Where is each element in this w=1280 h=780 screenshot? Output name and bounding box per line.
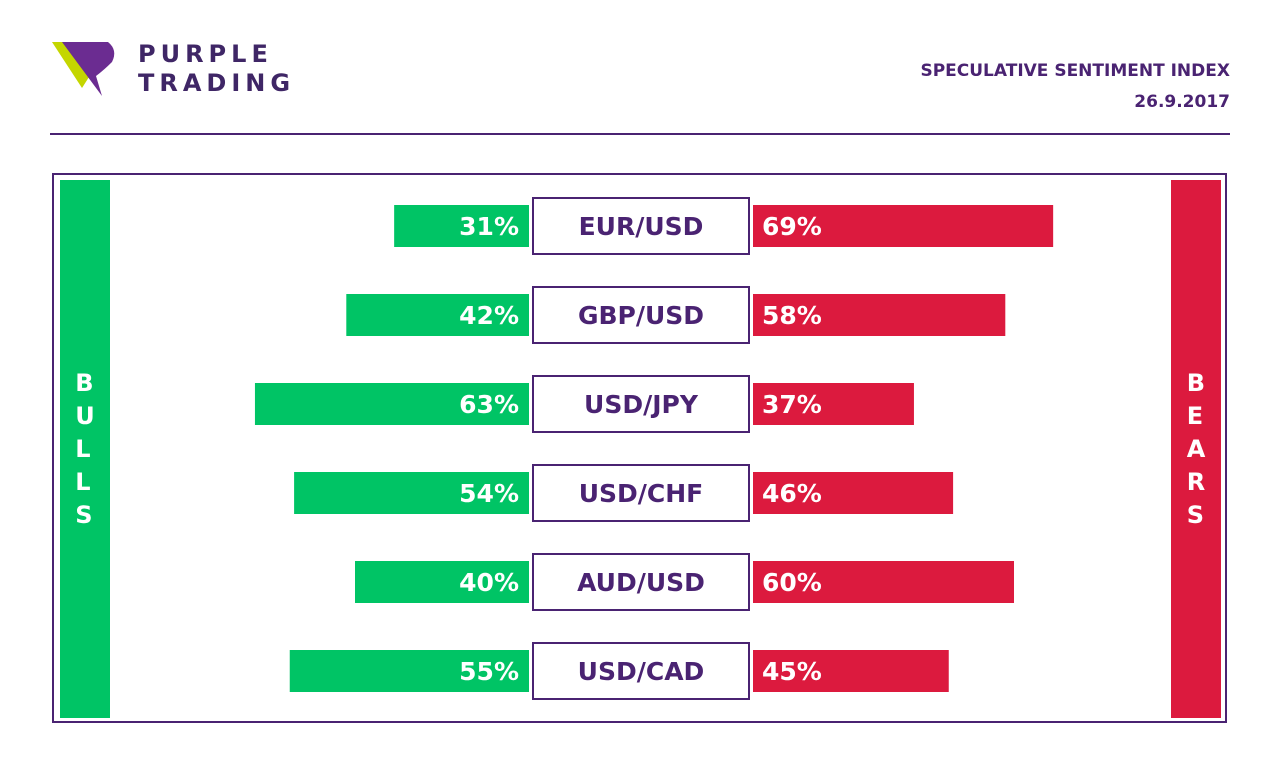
side-label-letter: S [1186,500,1204,529]
bulls-value-label: 55% [459,657,519,686]
report-title: SPECULATIVE SENTIMENT INDEX [920,61,1230,81]
currency-pair-label: EUR/USD [579,212,704,241]
currency-pair-label: GBP/USD [578,301,704,330]
bulls-value-label: 40% [459,568,519,597]
side-label-letter: L [75,467,91,496]
bears-value-label: 46% [762,479,822,508]
bulls-value-label: 63% [459,390,519,419]
side-label-letter: U [75,401,95,430]
bears-value-label: 69% [762,212,822,241]
header-divider [50,133,1230,135]
currency-pair-label: USD/CHF [579,479,704,508]
logo-line-1: PURPLE [138,40,273,68]
bulls-bar [254,383,529,425]
currency-pair-box [532,464,750,522]
bulls-value-label: 42% [459,301,519,330]
bulls-value-label: 31% [459,212,519,241]
bulls-bar [355,561,529,603]
side-label-letter: A [1186,434,1206,463]
bears-bar [753,383,914,425]
currency-pair-box [532,553,750,611]
bears-bar [753,205,1054,247]
side-label-letter: B [1186,368,1205,397]
logo-line-2: TRADING [138,69,296,97]
currency-pair-box [532,286,750,344]
logo-wordmark: PURPLE TRADING [138,40,295,98]
bears-bar [753,650,949,692]
currency-pair-box [532,375,750,433]
side-label-letter: E [1186,401,1204,430]
bulls-bar [346,294,529,336]
currency-pair-box [532,642,750,700]
report-header: SPECULATIVE SENTIMENT INDEX 26.9.2017 [920,56,1230,118]
side-label-letter: R [1186,467,1206,496]
bears-bar [753,472,954,514]
bears-value-label: 60% [762,568,822,597]
bulls-bar [294,472,529,514]
bulls-value-label: 54% [459,479,519,508]
currency-pair-label: USD/CAD [578,657,705,686]
bears-bar [753,561,1014,603]
side-label-letter: B [75,368,94,397]
currency-pair-label: USD/JPY [584,390,699,419]
bears-value-label: 58% [762,301,822,330]
bears-bar [753,294,1006,336]
bears-value-label: 45% [762,657,822,686]
currency-pair-label: AUD/USD [577,568,705,597]
bulls-bar [394,205,529,247]
logo-mark-icon [52,42,115,96]
report-date: 26.9.2017 [1134,92,1230,112]
currency-pair-box [532,197,750,255]
bulls-bar [289,650,529,692]
bears-value-label: 37% [762,390,822,419]
side-label-letter: S [75,500,93,529]
side-label-letter: L [75,434,91,463]
purple-trading-logo: PURPLE TRADING [52,40,312,100]
chart-frame [52,173,1227,723]
